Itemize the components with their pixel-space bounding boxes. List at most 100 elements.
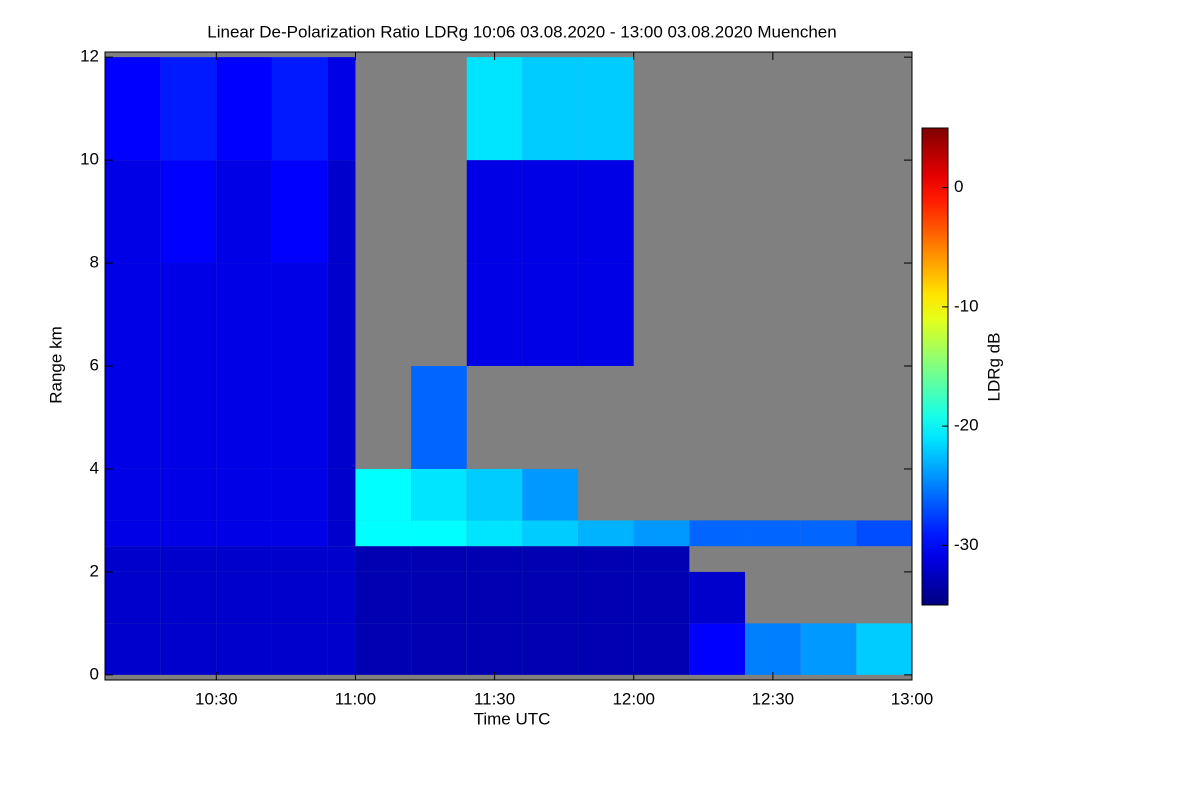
heatmap-cell [522,57,579,161]
heatmap-cell [271,520,328,547]
y-tick-label: 2 [90,561,99,580]
heatmap-cell [327,468,356,521]
heatmap-cell [856,623,912,675]
heatmap-cell [160,366,217,469]
chart-title: Linear De-Polarization Ratio LDRg 10:06 … [207,22,836,41]
heatmap-cell [271,57,328,161]
x-tick-label: 10:30 [195,689,238,708]
heatmap-cell [105,571,161,624]
heatmap-cell [327,366,356,469]
heatmap-cell [105,468,161,521]
heatmap-cell [578,57,634,161]
heatmap-cell [216,366,272,469]
heatmap-cell [466,520,523,547]
heatmap-cell [633,623,690,675]
heatmap-cell [745,520,801,547]
x-tick-label: 12:30 [752,689,795,708]
heatmap-cell [689,623,746,675]
heatmap-cell [216,623,272,675]
heatmap-cell [466,546,523,572]
heatmap-cell [160,263,217,366]
colorbar [921,127,949,606]
heatmap-cell [327,520,356,547]
y-tick-label: 12 [80,47,99,66]
y-tick-label: 8 [90,253,99,272]
colorbar-tick-label: -10 [954,296,979,315]
heatmap-cell [105,160,161,264]
heatmap-cell [466,468,523,521]
heatmap-cell [578,571,634,624]
heatmap-cell [327,160,356,264]
heatmap-cell [105,623,161,675]
heatmap-cell [105,263,161,366]
heatmap-cell [216,468,272,521]
colorbar-tick-label: 0 [954,177,963,196]
colorbar-tick-label: -30 [954,535,979,554]
heatmap-cell [105,366,161,469]
heatmap-cell [271,366,328,469]
x-axis-label: Time UTC [474,709,551,728]
heatmap-cell [856,520,912,547]
y-tick-label: 10 [80,150,99,169]
heatmap-cell [271,263,328,366]
y-tick-label: 4 [90,458,99,477]
heatmap-cell [105,520,161,547]
heatmap-cell [578,546,634,572]
heatmap-cell [271,546,328,572]
heatmap-cell [327,623,356,675]
heatmap-cell [578,520,634,547]
heatmap-cell [216,546,272,572]
heatmap-cell [522,571,579,624]
x-tick-label: 11:00 [335,689,376,708]
heatmap-cell [160,546,217,572]
heatmap-cell [411,571,467,624]
colorbar-label: LDRg dB [984,333,1003,402]
heatmap-cell [522,160,579,264]
y-axis-label: Range km [46,326,65,403]
heatmap-cell [216,160,272,264]
heatmap-cell [745,623,801,675]
heatmap-cell [578,623,634,675]
heatmap-cell [216,571,272,624]
heatmap-cell [466,160,523,264]
heatmap-cell [522,263,579,366]
heatmap-cell [411,546,467,572]
x-tick-label: 11:30 [474,689,515,708]
heatmap-cell [355,520,412,547]
heatmap-cell [160,571,217,624]
heatmap-cell [160,520,217,547]
heatmap-cell [466,571,523,624]
heatmap-cell [271,468,328,521]
heatmap-cell [160,57,217,161]
heatmap-cell [411,468,467,521]
heatmap-cell [633,571,690,624]
heatmap-cell [105,546,161,572]
heatmap-cell [327,57,356,161]
heatmap-cell [216,263,272,366]
heatmap-cell [271,160,328,264]
heatmap-cell [689,520,746,547]
heatmap-cell [216,57,272,161]
heatmap-cell [800,520,857,547]
heatmap-cell [355,623,412,675]
heatmap-cell [355,468,412,521]
y-tick-label: 6 [90,355,99,374]
heatmap-cell [466,263,523,366]
x-tick-label: 13:00 [891,689,934,708]
heatmap-cell [633,520,690,547]
heatmap-cell [522,520,579,547]
heatmap-cell [578,263,634,366]
heatmap-cell [160,160,217,264]
colorbar-tick-label: -20 [954,416,979,435]
heatmap-cell [411,366,467,469]
heatmap-cell [522,468,579,521]
heatmap-cell [216,520,272,547]
heatmap-cell [105,57,161,161]
y-tick-label: 0 [90,664,99,683]
heatmap-cell [522,623,579,675]
heatmap-cell [160,623,217,675]
heatmap-cell [800,623,857,675]
heatmap-cell [411,623,467,675]
heatmap-cell [327,571,356,624]
